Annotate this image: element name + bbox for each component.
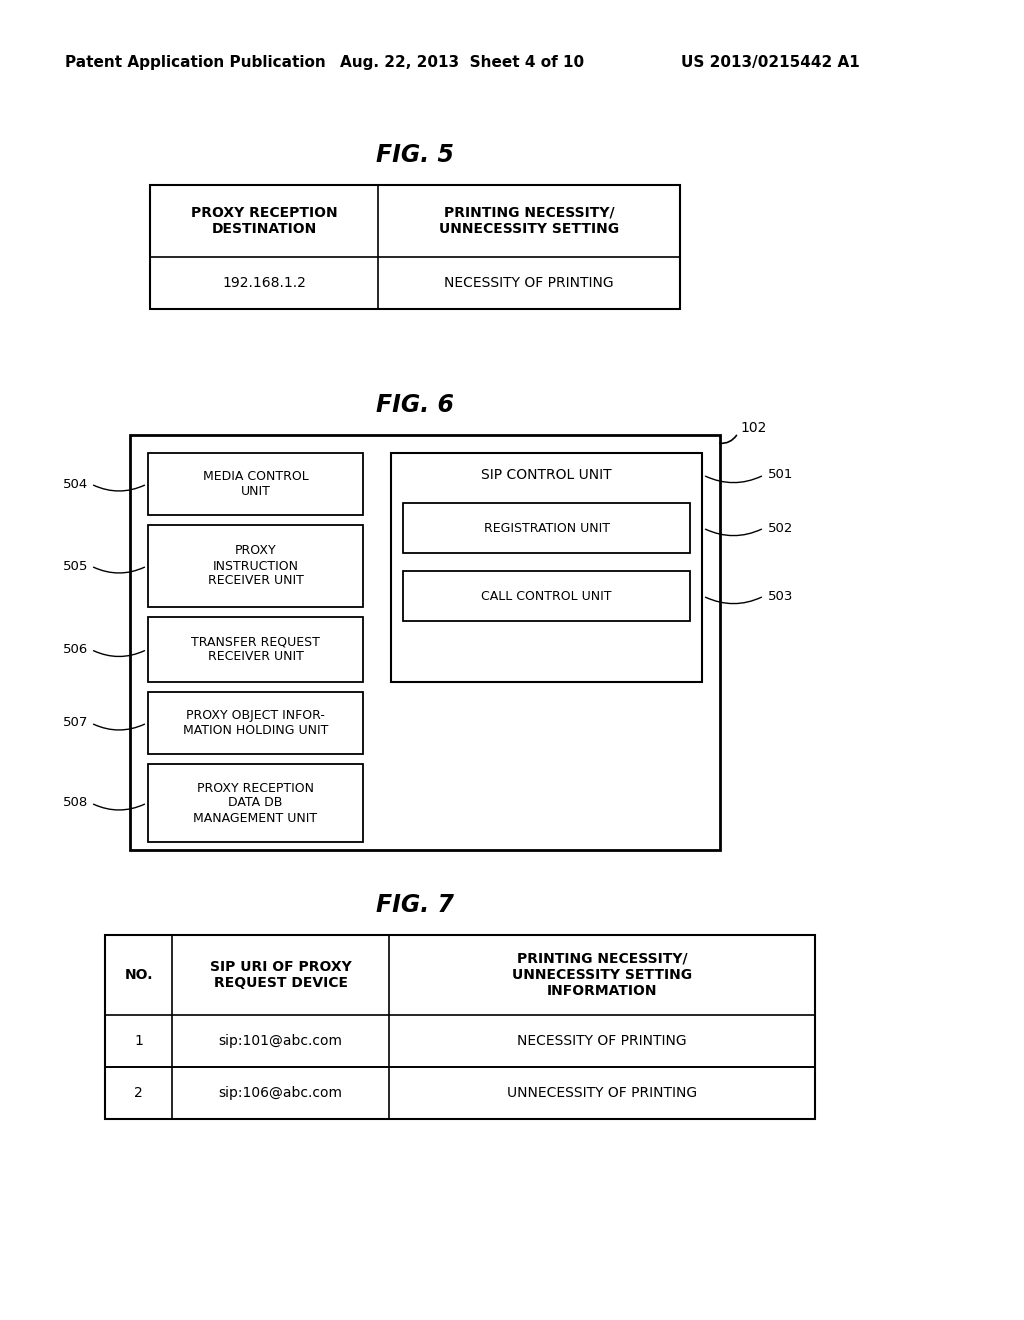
Bar (148, 453, 362, 515)
Text: sip:101@abc.com: sip:101@abc.com (219, 1034, 343, 1048)
Text: PROXY RECEPTION
DESTINATION: PROXY RECEPTION DESTINATION (190, 206, 337, 236)
Text: UNNECESSITY OF PRINTING: UNNECESSITY OF PRINTING (507, 1086, 697, 1100)
Text: 501: 501 (768, 469, 794, 482)
Text: TRANSFER REQUEST
RECEIVER UNIT: TRANSFER REQUEST RECEIVER UNIT (191, 635, 319, 664)
Text: Patent Application Publication: Patent Application Publication (65, 54, 326, 70)
Text: NECESSITY OF PRINTING: NECESSITY OF PRINTING (517, 1034, 687, 1048)
Text: 506: 506 (62, 643, 88, 656)
Text: Aug. 22, 2013  Sheet 4 of 10: Aug. 22, 2013 Sheet 4 of 10 (340, 54, 584, 70)
Text: SIP CONTROL UNIT: SIP CONTROL UNIT (481, 469, 611, 482)
Text: PRINTING NECESSITY/
UNNECESSITY SETTING
INFORMATION: PRINTING NECESSITY/ UNNECESSITY SETTING … (512, 952, 692, 998)
Text: 2: 2 (134, 1086, 143, 1100)
Text: PROXY
INSTRUCTION
RECEIVER UNIT: PROXY INSTRUCTION RECEIVER UNIT (208, 544, 303, 587)
Bar (105, 935, 815, 1119)
Text: FIG. 7: FIG. 7 (376, 894, 454, 917)
Bar (148, 616, 362, 682)
Bar (148, 525, 362, 607)
Text: 102: 102 (740, 421, 766, 436)
Text: FIG. 6: FIG. 6 (376, 393, 454, 417)
Text: 192.168.1.2: 192.168.1.2 (222, 276, 306, 290)
Bar (148, 692, 362, 754)
Text: SIP URI OF PROXY
REQUEST DEVICE: SIP URI OF PROXY REQUEST DEVICE (210, 960, 351, 990)
Text: PROXY RECEPTION
DATA DB
MANAGEMENT UNIT: PROXY RECEPTION DATA DB MANAGEMENT UNIT (194, 781, 317, 825)
Text: 503: 503 (768, 590, 794, 602)
Text: NECESSITY OF PRINTING: NECESSITY OF PRINTING (444, 276, 613, 290)
Text: US 2013/0215442 A1: US 2013/0215442 A1 (681, 54, 859, 70)
Bar (403, 503, 690, 553)
Bar (148, 764, 362, 842)
Text: 502: 502 (768, 521, 794, 535)
Text: PROXY OBJECT INFOR-
MATION HOLDING UNIT: PROXY OBJECT INFOR- MATION HOLDING UNIT (183, 709, 328, 737)
Text: 1: 1 (134, 1034, 143, 1048)
Bar (403, 572, 690, 620)
Text: 505: 505 (62, 560, 88, 573)
Text: 504: 504 (62, 478, 88, 491)
Text: sip:106@abc.com: sip:106@abc.com (219, 1086, 343, 1100)
Text: FIG. 5: FIG. 5 (376, 143, 454, 168)
Text: NO.: NO. (125, 968, 153, 982)
Text: REGISTRATION UNIT: REGISTRATION UNIT (483, 521, 609, 535)
Bar (130, 436, 720, 850)
Text: MEDIA CONTROL
UNIT: MEDIA CONTROL UNIT (203, 470, 308, 498)
Text: CALL CONTROL UNIT: CALL CONTROL UNIT (481, 590, 611, 602)
Text: 507: 507 (62, 717, 88, 730)
Bar (150, 185, 680, 309)
Bar (391, 453, 702, 682)
Text: PRINTING NECESSITY/
UNNECESSITY SETTING: PRINTING NECESSITY/ UNNECESSITY SETTING (439, 206, 620, 236)
Text: 508: 508 (62, 796, 88, 809)
